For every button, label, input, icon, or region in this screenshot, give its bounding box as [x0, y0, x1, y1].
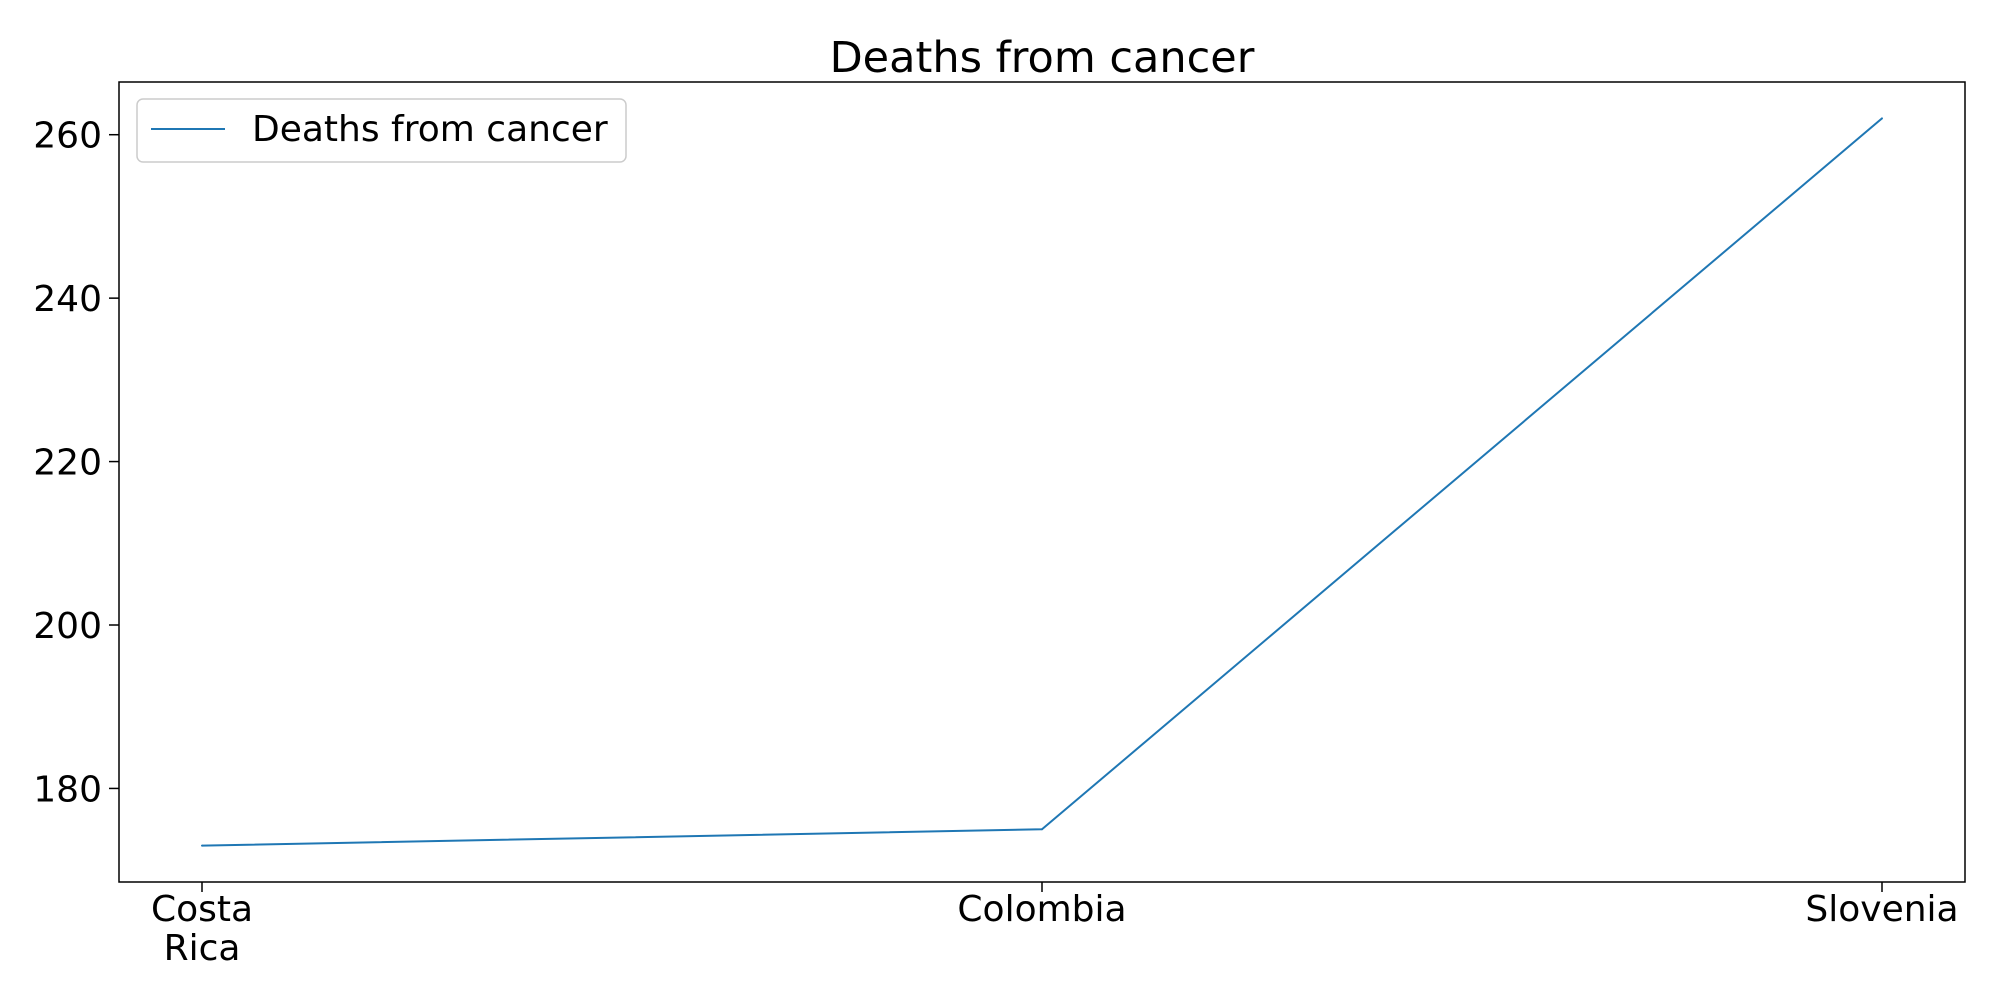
y-axis: 180 200 220 240 260	[33, 116, 119, 810]
data-point	[1881, 117, 1883, 120]
y-tick-label: 200	[33, 606, 102, 647]
chart-title: Deaths from cancer	[830, 33, 1255, 83]
x-tick-label: Costa	[151, 889, 253, 930]
y-tick-label: 180	[33, 769, 102, 810]
y-tick-label: 240	[33, 279, 102, 320]
y-tick-label: 260	[33, 116, 102, 157]
x-tick-label: Colombia	[957, 889, 1126, 930]
series-layer	[201, 117, 1883, 847]
plot-area-frame	[118, 81, 1966, 883]
data-point	[1041, 828, 1043, 831]
legend: Deaths from cancer	[136, 98, 627, 163]
y-tick-label: 220	[33, 443, 102, 484]
data-point	[201, 844, 203, 847]
legend-label: Deaths from cancer	[252, 109, 608, 150]
x-tick-label: Rica	[164, 928, 241, 969]
x-tick-label: Slovenia	[1805, 889, 1958, 930]
legend-box	[136, 98, 627, 163]
